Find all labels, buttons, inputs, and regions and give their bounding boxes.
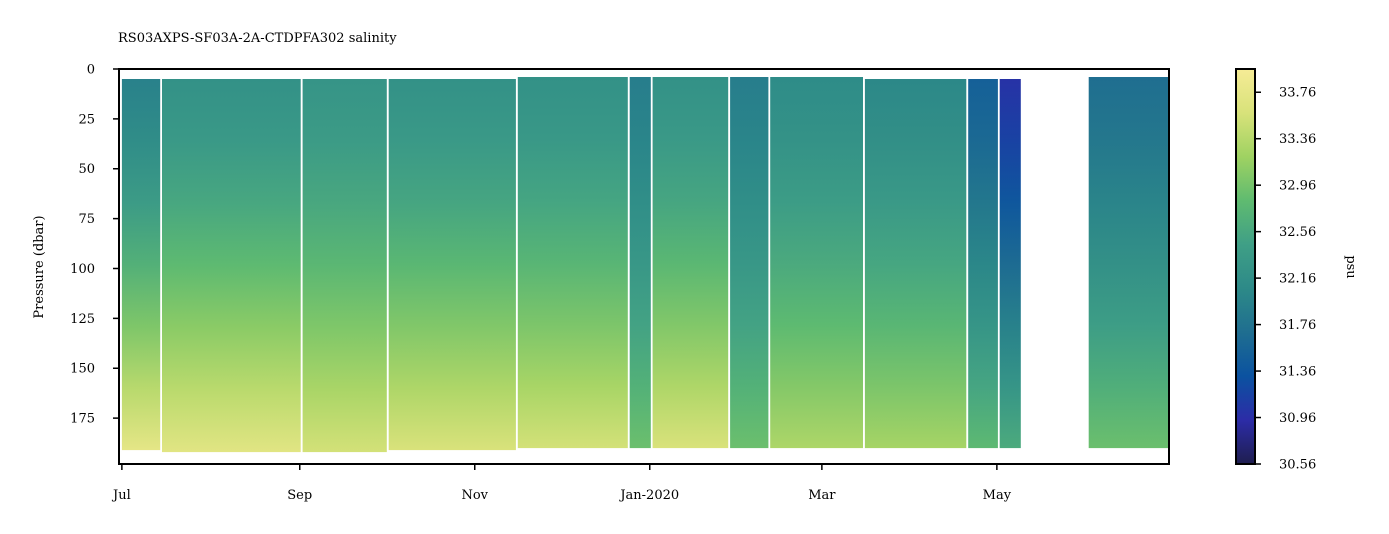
y-axis: 0 25 50 75 100 125 150 175 [70, 63, 119, 427]
profile-segment [999, 79, 1021, 449]
y-tick-label: 125 [70, 312, 95, 327]
y-tick-label: 150 [70, 362, 95, 377]
y-axis-label: Pressure (dbar) [32, 215, 47, 318]
salinity-profiles [121, 77, 1170, 453]
x-axis: Jul Sep Nov Jan-2020 Mar May [111, 464, 1012, 503]
colorbar-tick-label: 32.16 [1279, 272, 1316, 287]
x-tick-label: May [983, 488, 1012, 503]
profile-segment [864, 79, 967, 449]
colorbar-tick-label: 32.56 [1279, 225, 1316, 240]
profile-segment [302, 79, 387, 453]
profile-segment [770, 77, 863, 449]
profile-segment [629, 77, 651, 449]
y-tick-label: 100 [70, 262, 95, 277]
colorbar-tick-label: 30.56 [1279, 458, 1316, 473]
colorbar-tick-label: 31.36 [1279, 365, 1316, 380]
y-tick-label: 175 [70, 412, 95, 427]
y-tick-label: 0 [87, 63, 95, 78]
x-tick-label: Jan-2020 [618, 488, 679, 503]
colorbar-label: psu [1343, 255, 1358, 278]
colorbar-tick-label: 33.36 [1279, 132, 1316, 147]
profile-segment [968, 79, 998, 449]
colorbar: 30.56 30.96 31.36 31.76 32.16 32.56 32.96 33.36… [1235, 68, 1316, 473]
profile-segment [730, 77, 769, 449]
chart-title: RS03AXPS-SF03A-2A-CTDPFA302 salinity [118, 31, 397, 46]
y-tick-label: 25 [78, 112, 95, 127]
x-tick-label: Mar [808, 488, 836, 503]
colorbar-tick-label: 33.76 [1279, 86, 1316, 101]
y-tick-label: 50 [78, 162, 95, 177]
x-tick-label: Nov [461, 488, 488, 503]
colorbar-tick-label: 32.96 [1279, 179, 1316, 194]
x-tick-label: Sep [287, 488, 312, 503]
colorbar-frame [1235, 68, 1256, 465]
profile-segment [1088, 77, 1170, 449]
plot-frame [118, 68, 1170, 465]
colorbar-tick-label: 30.96 [1279, 411, 1316, 426]
plot-area [118, 68, 1170, 465]
profile-segment [652, 77, 729, 449]
profile-segment [388, 79, 516, 451]
colorbar-gradient [1236, 69, 1255, 464]
profile-segment [517, 77, 628, 449]
colorbar-tick-label: 31.76 [1279, 318, 1316, 333]
profile-segment [162, 79, 301, 453]
y-tick-label: 75 [78, 212, 95, 227]
x-tick-label: Jul [111, 488, 131, 503]
profile-segment [121, 79, 161, 451]
